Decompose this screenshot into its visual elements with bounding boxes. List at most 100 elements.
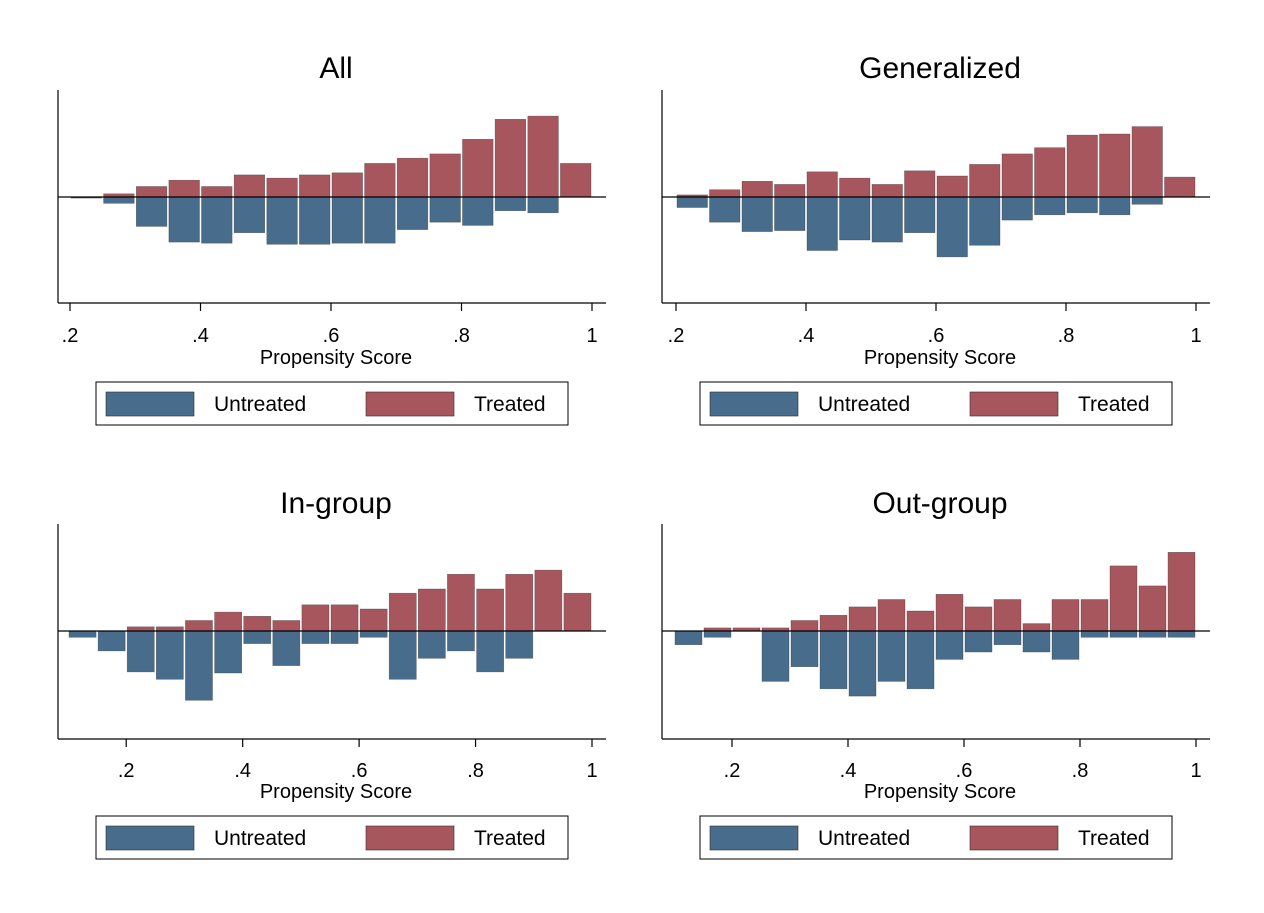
bar-treated (871, 184, 903, 198)
x-tick-label: .4 (192, 325, 209, 347)
legend-label-treated: Treated (1078, 827, 1150, 850)
bar-treated (462, 139, 494, 198)
bar-untreated (709, 196, 741, 223)
bar-untreated (1001, 196, 1033, 221)
bar-treated (494, 119, 527, 198)
x-tick-label: .8 (1072, 760, 1089, 782)
chart-panel-3: Out-group .2 .4 .6 .8 1 Propensity Score Untrea… (661, 487, 1210, 860)
legend-label-untreated: Untreated (214, 827, 306, 850)
bar-untreated (364, 196, 396, 244)
bar-treated (1167, 551, 1196, 632)
bar-treated (1164, 176, 1196, 198)
bar-untreated (904, 196, 936, 234)
chart-panel-0: All .2 .4 .6 .8 1 Propensity Score Untreated Tre… (57, 52, 606, 426)
x-axis-label: Propensity Score (260, 781, 412, 803)
bar-untreated (359, 630, 388, 638)
bar-untreated (1109, 630, 1138, 638)
bar-treated (819, 614, 848, 632)
bar-untreated (839, 196, 871, 241)
bar-treated (790, 620, 819, 632)
chart-title: In-group (280, 487, 392, 520)
x-tick-label: .6 (928, 325, 945, 347)
bar-treated (447, 573, 475, 632)
legend-swatch-treated (365, 825, 455, 851)
bar-untreated (741, 196, 773, 232)
bar-untreated (266, 196, 298, 245)
legend-label-treated: Treated (474, 393, 546, 416)
bar-untreated (964, 630, 993, 653)
bar-untreated (993, 630, 1022, 645)
bar-treated (156, 626, 184, 632)
bar-untreated (936, 196, 968, 258)
bar-treated (964, 606, 993, 632)
bar-treated (429, 153, 461, 198)
bar-untreated (136, 196, 168, 227)
legend: Untreated Treated (699, 381, 1173, 426)
bar-treated (136, 186, 168, 198)
bar-untreated (214, 630, 243, 674)
bar-untreated (494, 196, 527, 211)
x-tick-label: .4 (234, 760, 251, 782)
legend-label-untreated: Untreated (818, 827, 910, 850)
bar-untreated (1138, 630, 1167, 638)
bar-untreated (1167, 630, 1196, 638)
bar-treated (505, 573, 534, 632)
bar-treated (534, 569, 563, 632)
bar-treated (185, 620, 213, 632)
x-tick-label: .2 (118, 760, 135, 782)
x-tick-label: .2 (668, 325, 685, 347)
bar-treated (330, 604, 359, 632)
bar-untreated (462, 196, 494, 226)
chart-panel-2: In-group .2 .4 .6 .8 1 Propensity Score Untreat… (57, 487, 606, 860)
bar-untreated (935, 630, 964, 660)
bar-treated (388, 592, 417, 632)
bar-treated (214, 611, 243, 632)
bar-treated (936, 175, 968, 198)
bar-treated (301, 604, 330, 632)
bar-treated (527, 115, 559, 198)
bar-untreated (819, 630, 848, 690)
legend-swatch-treated (969, 825, 1059, 851)
x-tick-label: 1 (1190, 325, 1201, 347)
bar-treated (243, 615, 272, 632)
bar-untreated (476, 630, 505, 673)
x-tick-label: .2 (62, 325, 79, 347)
bar-treated (1034, 147, 1066, 198)
bar-treated (233, 174, 266, 198)
bar-treated (1138, 585, 1167, 632)
bar-untreated (97, 630, 126, 652)
bar-untreated (1066, 196, 1098, 214)
chart-title: Generalized (859, 52, 1021, 85)
bar-untreated (505, 630, 534, 659)
bar-treated (563, 592, 592, 632)
legend-swatch-untreated (105, 825, 195, 851)
legend-label-untreated: Untreated (214, 393, 306, 416)
bar-treated (774, 184, 806, 198)
bar-untreated (1131, 196, 1163, 205)
x-tick-label: 1 (1190, 760, 1201, 782)
bar-untreated (906, 630, 935, 690)
bar-treated (476, 588, 505, 632)
bar-treated (935, 593, 964, 632)
bar-untreated (1051, 630, 1080, 660)
bar-treated (1001, 153, 1033, 198)
legend-swatch-untreated (709, 825, 799, 851)
x-tick-label: .6 (323, 325, 340, 347)
bar-untreated (429, 196, 461, 223)
bar-untreated (806, 196, 838, 251)
bar-treated (1109, 565, 1138, 632)
bar-treated (1051, 599, 1080, 632)
legend: Untreated Treated (95, 381, 569, 426)
bar-untreated (1034, 196, 1066, 216)
bar-untreated (168, 196, 200, 243)
x-tick-label: .4 (798, 325, 815, 347)
bar-treated (969, 164, 1001, 198)
x-tick-label: 1 (586, 325, 597, 347)
x-tick-label: .8 (467, 760, 484, 782)
bar-untreated (848, 630, 877, 697)
bar-treated (359, 608, 388, 632)
bar-treated (201, 186, 233, 198)
legend-swatch-untreated (105, 391, 195, 417)
x-tick-label: .8 (1058, 325, 1075, 347)
bar-treated (1131, 126, 1163, 198)
